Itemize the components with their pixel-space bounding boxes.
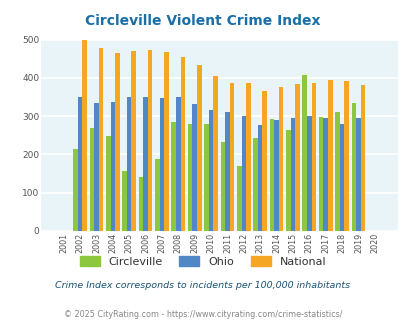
Bar [188,124,192,231]
Bar [351,103,355,231]
Bar [302,75,306,231]
Bar [245,83,250,231]
Bar [196,65,201,231]
Bar [90,128,94,231]
Bar [131,51,136,231]
Bar [294,84,299,231]
Bar [318,117,322,231]
Bar [122,171,127,231]
Bar [286,130,290,231]
Bar [204,124,208,231]
Bar [257,125,262,231]
Bar [82,40,87,231]
Bar [115,53,119,231]
Bar [208,110,213,231]
Bar [360,85,364,231]
Bar [180,57,185,231]
Bar [213,76,217,231]
Bar [322,118,327,231]
Bar [159,98,164,231]
Bar [253,138,257,231]
Bar [171,122,176,231]
Bar [355,118,360,231]
Bar [273,120,278,231]
Bar [290,118,294,231]
Bar [311,83,315,231]
Bar [192,104,196,231]
Bar [176,97,180,231]
Bar [237,166,241,231]
Bar [241,116,245,231]
Bar [94,103,98,231]
Bar [220,142,225,231]
Bar [73,149,78,231]
Bar [327,80,332,231]
Bar [155,159,159,231]
Text: Crime Index corresponds to incidents per 100,000 inhabitants: Crime Index corresponds to incidents per… [55,281,350,290]
Bar [229,83,234,231]
Bar [278,87,283,231]
Bar [225,112,229,231]
Text: Circleville Violent Crime Index: Circleville Violent Crime Index [85,15,320,28]
Bar [343,81,348,231]
Bar [269,119,273,231]
Bar [78,97,82,231]
Bar [306,116,311,231]
Legend: Circleville, Ohio, National: Circleville, Ohio, National [75,251,330,271]
Bar [334,112,339,231]
Bar [339,124,343,231]
Bar [262,90,266,231]
Bar [106,136,110,231]
Text: © 2025 CityRating.com - https://www.cityrating.com/crime-statistics/: © 2025 CityRating.com - https://www.city… [64,310,341,319]
Bar [98,48,103,231]
Bar [164,52,168,231]
Bar [143,97,147,231]
Bar [147,50,152,231]
Bar [127,97,131,231]
Bar [139,177,143,231]
Bar [110,102,115,231]
